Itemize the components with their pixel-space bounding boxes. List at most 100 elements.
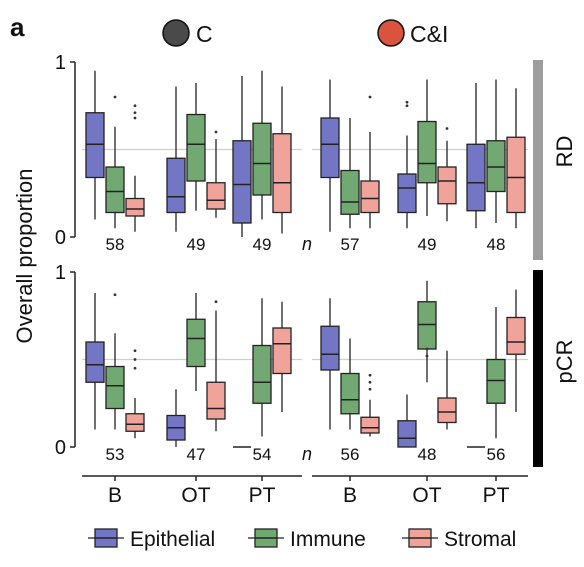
group-c: 58 49 49 — [85, 70, 292, 254]
box-immune — [417, 79, 437, 216]
box-immune — [340, 338, 360, 430]
y-tick-label: 0 — [55, 227, 66, 249]
box-body — [105, 166, 125, 214]
box-body — [486, 140, 506, 193]
x-tick-label: PT — [249, 484, 276, 507]
count-label: 48 — [418, 445, 437, 464]
x-tick-label: PT — [483, 484, 510, 507]
box-epithelial — [166, 389, 186, 447]
box-stromal — [272, 301, 292, 412]
n-label: n — [302, 234, 312, 254]
box-body — [186, 318, 206, 368]
row-strip — [533, 60, 543, 260]
x-tick-label: OT — [181, 484, 210, 507]
condition-c-label: C — [196, 21, 213, 47]
box-body — [486, 358, 506, 404]
count-label: 49 — [187, 235, 206, 254]
row-pcr: 0 1 53 47 54 56 48 56 n pCR — [55, 262, 577, 467]
condition-c-marker — [162, 19, 190, 47]
legend-label: Epithelial — [130, 528, 215, 551]
chart-rows: 0 1 58 49 49 57 49 48 n RD 0 1 53 47 54 56 48 56 n pCR — [55, 52, 577, 467]
box-stromal — [506, 289, 526, 412]
y-tick-label: 0 — [55, 437, 66, 459]
y-axis-label: Overall proportion — [12, 169, 37, 344]
box-body — [417, 301, 437, 350]
box-stromal — [437, 127, 457, 222]
outlier-point — [368, 373, 372, 377]
box-immune — [186, 293, 206, 391]
count-label: 49 — [418, 235, 437, 254]
box-body — [85, 341, 105, 383]
count-label: 54 — [253, 445, 272, 464]
outlier-point — [445, 127, 449, 130]
count-label: 49 — [253, 235, 272, 254]
x-axis-labels: B OT PT B OT PT — [82, 475, 528, 507]
outlier-point — [113, 95, 117, 99]
outlier-point — [214, 300, 218, 304]
box-immune — [252, 298, 272, 437]
box-immune — [105, 95, 125, 229]
outlier-point — [113, 293, 117, 297]
box-body — [397, 420, 417, 448]
outlier-point — [214, 130, 218, 134]
panel-letter: a — [10, 12, 25, 42]
legend-item-epithelial: Epithelial — [88, 528, 215, 551]
box-epithelial — [232, 76, 252, 237]
box-body — [340, 169, 360, 215]
row-label: pCR — [552, 339, 577, 383]
count-label: 56 — [341, 445, 360, 464]
box-body — [272, 133, 292, 214]
outlier-point — [368, 387, 372, 391]
box-body — [320, 325, 340, 371]
y-tick-label: 1 — [55, 262, 66, 284]
box-stromal — [360, 373, 380, 437]
n-label: n — [302, 444, 312, 464]
box-body — [360, 180, 380, 214]
box-immune — [340, 118, 360, 229]
x-tick-label: OT — [412, 484, 441, 507]
box-body — [506, 316, 526, 355]
group-ci: 57 49 48 — [320, 79, 526, 254]
x-tick-label: B — [108, 484, 122, 507]
box-body — [340, 372, 360, 415]
condition-ci-label: C&I — [410, 21, 448, 47]
group-c: 53 47 54 — [85, 293, 292, 464]
box-stromal — [206, 130, 226, 218]
count-label: 58 — [106, 235, 125, 254]
box-epithelial — [466, 83, 486, 229]
box-epithelial — [397, 100, 417, 229]
condition-ci-marker — [377, 19, 405, 47]
group-ci: 56 48 56 — [320, 280, 526, 464]
legend-item-stromal: Stromal — [402, 528, 516, 551]
box-stromal — [437, 350, 457, 430]
box-body — [125, 197, 145, 217]
box-body — [166, 157, 186, 214]
box-epithelial — [320, 298, 340, 430]
box-body — [466, 143, 486, 212]
box-body — [417, 120, 437, 184]
series-legend: Epithelial Immune Stromal — [88, 528, 516, 551]
box-body — [85, 112, 105, 179]
box-body — [252, 344, 272, 404]
box-body — [360, 416, 380, 434]
box-body — [437, 397, 457, 424]
box-immune — [486, 79, 506, 223]
box-epithelial — [397, 394, 417, 448]
box-stromal — [206, 300, 226, 432]
box-body — [206, 182, 226, 210]
legend-label: Immune — [290, 528, 366, 551]
box-body — [397, 173, 417, 214]
box-epithelial — [85, 293, 105, 430]
box-body — [105, 365, 125, 410]
x-tick-label: B — [343, 484, 357, 507]
count-label: 48 — [487, 235, 506, 254]
outlier-point — [405, 100, 409, 104]
outlier-point — [425, 354, 429, 358]
box-epithelial — [166, 86, 186, 232]
box-body — [125, 413, 145, 432]
box-epithelial — [320, 79, 340, 232]
box-body — [252, 122, 272, 196]
box-immune — [186, 83, 206, 211]
outlier-point — [368, 380, 372, 384]
y-tick-label: 1 — [55, 52, 66, 74]
